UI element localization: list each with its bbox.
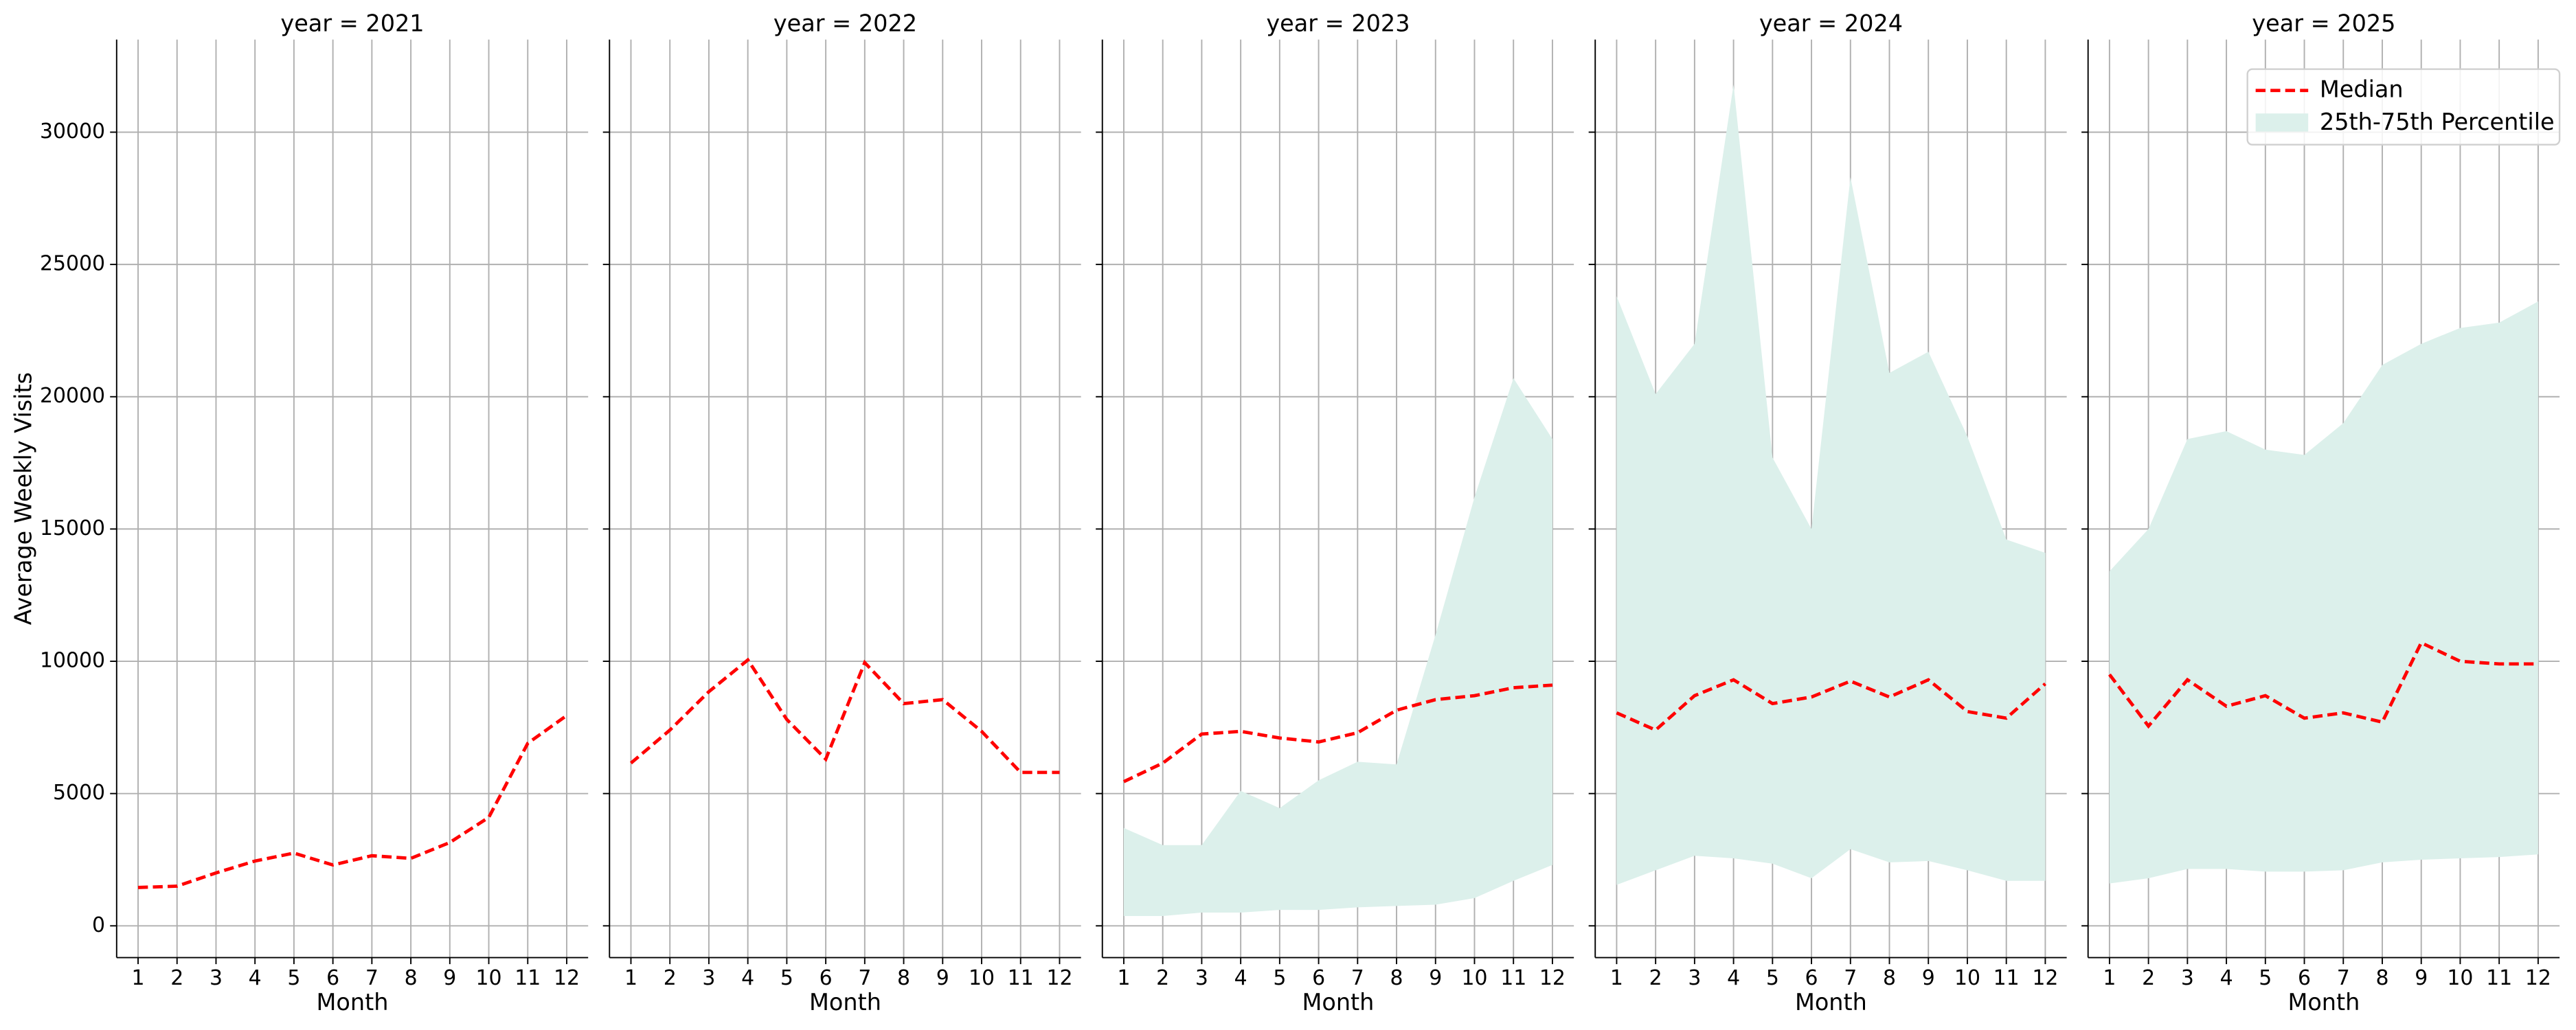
median-line bbox=[1616, 678, 2046, 733]
x-tick-label: 2 bbox=[664, 966, 677, 990]
panel-title: year = 2022 bbox=[773, 10, 917, 37]
legend-label: 25th-75th Percentile bbox=[2320, 108, 2555, 135]
x-tick-label: 12 bbox=[554, 966, 580, 990]
x-tick-label: 5 bbox=[1273, 966, 1286, 990]
median-line bbox=[2108, 640, 2538, 729]
legend-swatch bbox=[2255, 113, 2309, 132]
x-axis-label: Month bbox=[1302, 989, 1374, 1016]
legend-label: Median bbox=[2320, 76, 2404, 102]
x-tick-label: 11 bbox=[1008, 966, 1034, 990]
x-tick-label: 8 bbox=[1883, 966, 1896, 990]
x-tick-label: 6 bbox=[1805, 966, 1818, 990]
x-tick-label: 9 bbox=[1429, 966, 1442, 990]
y-tick-label: 30000 bbox=[40, 119, 105, 144]
y-axis-label: Average Weekly Visits bbox=[10, 372, 36, 625]
x-tick-label: 11 bbox=[1500, 966, 1526, 990]
x-tick-label: 3 bbox=[2181, 966, 2194, 990]
x-tick-label: 9 bbox=[936, 966, 949, 990]
median-line bbox=[629, 657, 1060, 775]
x-tick-label: 4 bbox=[741, 966, 754, 990]
x-tick-label: 10 bbox=[1954, 966, 1980, 990]
x-tick-label: 7 bbox=[2337, 966, 2350, 990]
x-axis-label: Month bbox=[1795, 989, 1867, 1016]
y-tick-label: 10000 bbox=[40, 649, 105, 673]
x-tick-label: 1 bbox=[1117, 966, 1130, 990]
x-tick-label: 8 bbox=[405, 966, 418, 990]
x-tick-label: 2 bbox=[1156, 966, 1169, 990]
x-tick-label: 8 bbox=[1390, 966, 1403, 990]
y-tick-label: 25000 bbox=[40, 252, 105, 276]
x-tick-label: 12 bbox=[2032, 966, 2058, 990]
x-tick-label: 8 bbox=[897, 966, 910, 990]
x-tick-label: 1 bbox=[2103, 966, 2116, 990]
x-tick-label: 5 bbox=[287, 966, 300, 990]
x-tick-label: 6 bbox=[326, 966, 339, 990]
x-axis-label: Month bbox=[2287, 989, 2360, 1016]
x-tick-label: 7 bbox=[1351, 966, 1364, 990]
y-tick-label: 15000 bbox=[40, 516, 105, 540]
x-tick-label: 9 bbox=[1922, 966, 1935, 990]
x-tick-label: 2 bbox=[1649, 966, 1662, 990]
x-axis-label: Month bbox=[809, 989, 881, 1016]
x-tick-label: 12 bbox=[1539, 966, 1566, 990]
percentile-band bbox=[2109, 301, 2538, 884]
x-tick-label: 9 bbox=[443, 966, 456, 990]
x-tick-label: 6 bbox=[820, 966, 833, 990]
x-tick-label: 12 bbox=[2525, 966, 2551, 990]
x-tick-label: 4 bbox=[1234, 966, 1247, 990]
x-tick-label: 4 bbox=[1727, 966, 1740, 990]
panel-title: year = 2023 bbox=[1266, 10, 1410, 37]
legend-box bbox=[2246, 68, 2561, 146]
x-tick-label: 7 bbox=[1844, 966, 1857, 990]
x-tick-label: 10 bbox=[476, 966, 502, 990]
median-line bbox=[1122, 683, 1553, 783]
percentile-band bbox=[1616, 84, 2046, 885]
panel-title: year = 2024 bbox=[1759, 10, 1903, 37]
x-tick-label: 5 bbox=[1766, 966, 1779, 990]
x-tick-label: 3 bbox=[210, 966, 223, 990]
x-tick-label: 11 bbox=[515, 966, 541, 990]
x-tick-label: 8 bbox=[2375, 966, 2388, 990]
x-tick-label: 5 bbox=[2259, 966, 2272, 990]
panel-title: year = 2021 bbox=[280, 10, 424, 37]
y-tick-label: 20000 bbox=[40, 384, 105, 408]
x-tick-label: 11 bbox=[1993, 966, 2020, 990]
x-tick-label: 12 bbox=[1046, 966, 1072, 990]
x-tick-label: 2 bbox=[2142, 966, 2155, 990]
x-tick-label: 6 bbox=[1312, 966, 1325, 990]
x-tick-label: 1 bbox=[1610, 966, 1623, 990]
x-tick-label: 4 bbox=[2220, 966, 2233, 990]
median-line bbox=[137, 714, 568, 889]
y-tick-label: 0 bbox=[92, 913, 105, 937]
x-tick-label: 6 bbox=[2298, 966, 2311, 990]
x-tick-label: 9 bbox=[2415, 966, 2428, 990]
x-tick-label: 3 bbox=[1688, 966, 1701, 990]
x-tick-label: 5 bbox=[780, 966, 793, 990]
x-tick-label: 2 bbox=[170, 966, 183, 990]
x-tick-label: 3 bbox=[1195, 966, 1208, 990]
x-axis-label: Month bbox=[317, 989, 389, 1016]
x-tick-label: 10 bbox=[1461, 966, 1487, 990]
x-tick-label: 3 bbox=[702, 966, 715, 990]
x-tick-label: 7 bbox=[365, 966, 379, 990]
x-tick-label: 7 bbox=[858, 966, 871, 990]
panel-title: year = 2025 bbox=[2252, 10, 2395, 37]
x-tick-label: 11 bbox=[2486, 966, 2512, 990]
x-tick-label: 10 bbox=[2447, 966, 2473, 990]
x-tick-label: 4 bbox=[249, 966, 262, 990]
x-tick-label: 1 bbox=[624, 966, 637, 990]
y-tick-label: 5000 bbox=[53, 781, 105, 805]
x-tick-label: 1 bbox=[131, 966, 144, 990]
percentile-band bbox=[1123, 378, 1552, 917]
x-tick-label: 10 bbox=[969, 966, 995, 990]
